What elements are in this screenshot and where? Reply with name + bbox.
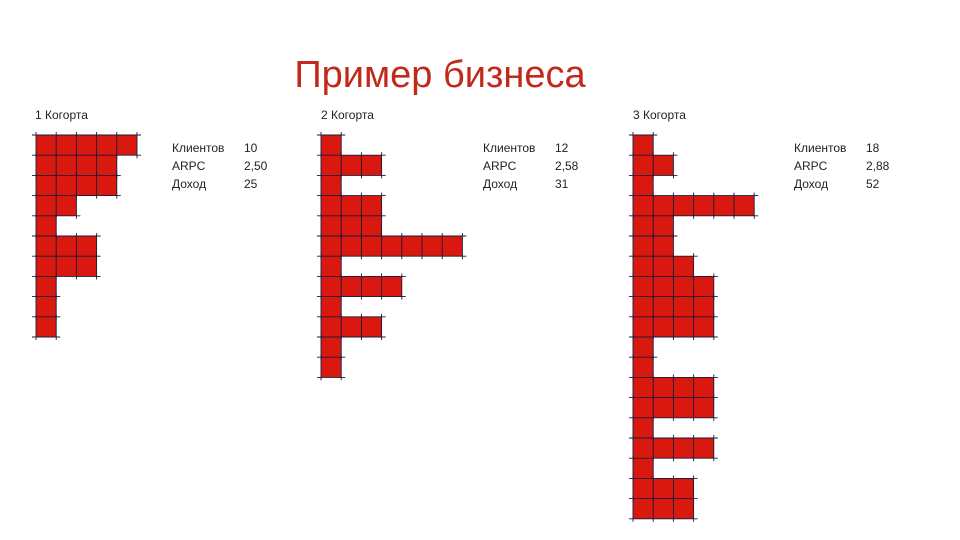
clients-label: Клиентов (794, 141, 847, 155)
cohort-3-row-bar (633, 458, 654, 479)
cohort-3-grid (629, 132, 759, 522)
cohort-1-revenue-value: 25 (244, 177, 258, 191)
cohort-2-arpc-value: 2,58 (555, 159, 579, 173)
cohort-2-clients-value: 12 (555, 141, 569, 155)
cohort-2-row-bar (321, 215, 382, 236)
cohort-2-row-bar (321, 195, 382, 216)
cohort-3-row-bar (633, 357, 654, 378)
arpc-label: ARPC (172, 159, 206, 173)
cohort-2-grid (317, 132, 467, 381)
cohort-3-row-bar (633, 417, 654, 438)
revenue-label: Доход (794, 177, 829, 191)
arpc-label: ARPC (483, 159, 517, 173)
cohort-3-row-bar (633, 478, 694, 499)
cohort-3-label: 3 Когорта (633, 108, 686, 122)
cohort-3-row-bar (633, 256, 694, 277)
cohort-1-row-bar (36, 135, 137, 156)
cohort-1-revenue-row: Доход 25 (172, 175, 284, 193)
clients-label: Клиентов (483, 141, 536, 155)
cohort-2-clients-row: Клиентов 12 (483, 139, 595, 157)
cohort-3-clients-value: 18 (866, 141, 880, 155)
cohort-3-row-bar (633, 498, 694, 519)
arpc-label: ARPC (794, 159, 828, 173)
cohort-3-clients-row: Клиентов 18 (794, 139, 906, 157)
cohort-1-row-bar (36, 215, 57, 236)
cohort-2-row-bar (321, 357, 342, 378)
cohort-2-row-bar (321, 337, 342, 358)
cohort-2-row-bar (321, 296, 342, 317)
cohort-3-revenue-row: Доход 52 (794, 175, 906, 193)
cohort-1-arpc-row: ARPC 2,50 (172, 157, 284, 175)
cohort-1-row-bar (36, 276, 57, 297)
cohort-3-arpc-value: 2,88 (866, 159, 890, 173)
clients-label: Клиентов (172, 141, 225, 155)
cohort-1-stats: Клиентов 10 ARPC 2,50 Доход 25 (172, 139, 284, 193)
cohort-2-row-bar (321, 175, 342, 196)
cohort-3-row-bar (633, 175, 654, 196)
cohort-2-revenue-value: 31 (555, 177, 569, 191)
revenue-label: Доход (172, 177, 207, 191)
cohort-1-arpc-value: 2,50 (244, 159, 268, 173)
cohort-2-stats: Клиентов 12 ARPC 2,58 Доход 31 (483, 139, 595, 193)
cohort-3-stats: Клиентов 18 ARPC 2,88 Доход 52 (794, 139, 906, 193)
cohort-1-row-bar (36, 296, 57, 317)
cohort-1-row-bar (36, 256, 97, 277)
page-title: Пример бизнеса (294, 54, 586, 96)
cohort-2-arpc-row: ARPC 2,58 (483, 157, 595, 175)
cohort-1-row-bar (36, 236, 97, 257)
cohort-3-row-bar (633, 337, 654, 358)
cohort-2-row-bar (321, 135, 342, 156)
cohort-3-revenue-value: 52 (866, 177, 880, 191)
cohort-2-label: 2 Когорта (321, 108, 374, 122)
cohort-3-arpc-row: ARPC 2,88 (794, 157, 906, 175)
cohort-1-row-bar (36, 316, 57, 337)
cohort-2-row-bar (321, 155, 382, 176)
cohort-3-row-bar (633, 135, 654, 156)
cohort-2-revenue-row: Доход 31 (483, 175, 595, 193)
cohort-2-row-bar (321, 256, 342, 277)
cohort-1-label: 1 Когорта (35, 108, 88, 122)
cohort-1-clients-value: 10 (244, 141, 258, 155)
cohort-2-row-bar (321, 316, 382, 337)
cohort-1-grid (32, 132, 141, 340)
cohort-1-clients-row: Клиентов 10 (172, 139, 284, 157)
revenue-label: Доход (483, 177, 518, 191)
cohort-2-row-bar (321, 236, 463, 257)
